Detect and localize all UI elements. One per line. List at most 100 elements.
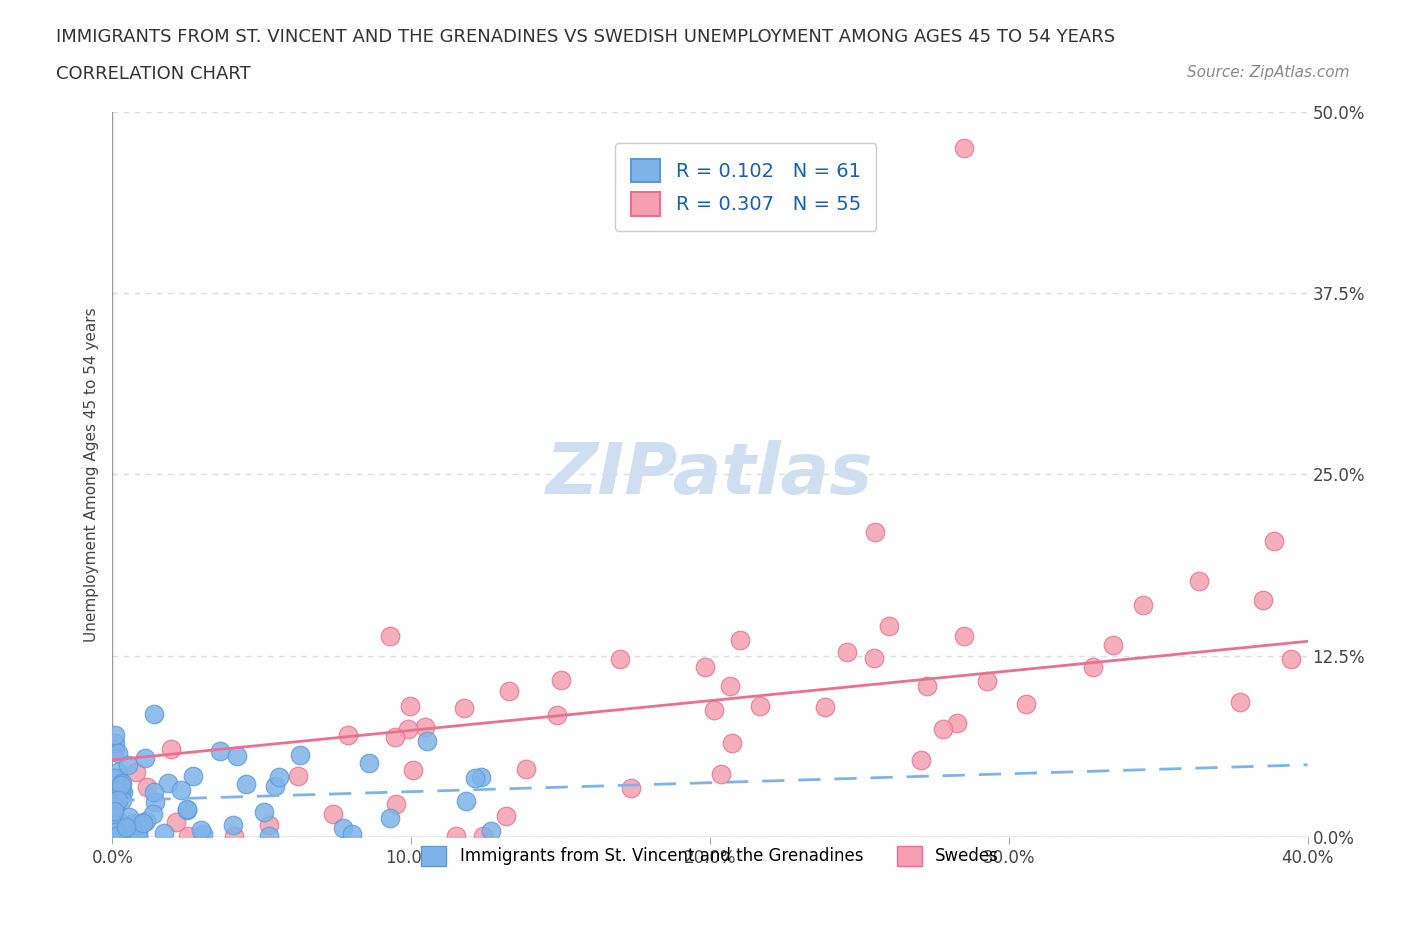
Point [127, 825, 149, 840]
Point [222, 817, 245, 832]
Point [453, 700, 475, 715]
Point [932, 722, 955, 737]
Point [257, 818, 280, 833]
Point [1081, 660, 1104, 675]
Point [104, 771, 127, 786]
Point [718, 679, 741, 694]
Point [357, 755, 380, 770]
Point [118, 827, 141, 842]
Point [170, 782, 193, 797]
Point [620, 780, 643, 795]
Point [112, 785, 135, 800]
Point [235, 777, 257, 791]
Point [107, 746, 129, 761]
Point [470, 770, 492, 785]
Point [103, 804, 125, 818]
Y-axis label: Unemployment Among Ages 45 to 54 years: Unemployment Among Ages 45 to 54 years [83, 307, 98, 642]
Point [1251, 593, 1274, 608]
Point [190, 822, 212, 837]
Point [1229, 694, 1251, 709]
Point [976, 673, 998, 688]
Point [479, 823, 502, 838]
Point [225, 749, 247, 764]
Point [115, 819, 138, 834]
Point [104, 800, 127, 815]
Point [385, 797, 408, 812]
Point [693, 660, 716, 675]
Point [446, 828, 468, 843]
Point [105, 828, 128, 843]
Point [336, 727, 359, 742]
Point [287, 769, 309, 784]
Point [259, 828, 281, 843]
Point [835, 644, 858, 659]
Point [127, 828, 149, 843]
Point [720, 736, 742, 751]
Point [953, 140, 976, 155]
Point [288, 748, 311, 763]
Point [378, 810, 401, 825]
Point [399, 698, 422, 713]
Point [176, 803, 198, 817]
Point [915, 679, 938, 694]
Point [142, 706, 165, 721]
Point [1015, 697, 1038, 711]
Point [104, 728, 127, 743]
Point [814, 699, 837, 714]
Point [269, 770, 291, 785]
Point [103, 821, 125, 836]
Point [862, 650, 884, 665]
Point [117, 757, 139, 772]
Text: Source: ZipAtlas.com: Source: ZipAtlas.com [1187, 65, 1350, 80]
Point [108, 824, 131, 839]
Point [456, 793, 478, 808]
Point [142, 806, 165, 821]
Point [136, 780, 159, 795]
Point [546, 708, 568, 723]
Point [953, 628, 976, 643]
Point [176, 802, 198, 817]
Point [108, 815, 131, 830]
Point [863, 525, 886, 539]
Point [748, 698, 770, 713]
Point [104, 742, 127, 757]
Text: IMMIGRANTS FROM ST. VINCENT AND THE GRENADINES VS SWEDISH UNEMPLOYMENT AMONG AGE: IMMIGRANTS FROM ST. VINCENT AND THE GREN… [56, 28, 1115, 46]
Point [340, 827, 363, 842]
Point [134, 751, 156, 765]
Point [877, 618, 900, 633]
Point [160, 741, 183, 756]
Point [322, 806, 344, 821]
Point [1188, 574, 1211, 589]
Point [332, 820, 354, 835]
Point [110, 776, 132, 790]
Point [222, 828, 245, 843]
Point [464, 771, 486, 786]
Point [107, 793, 129, 808]
Point [111, 792, 134, 807]
Point [413, 720, 436, 735]
Point [498, 684, 520, 698]
Point [495, 809, 517, 824]
Point [402, 763, 425, 777]
Point [946, 716, 969, 731]
Point [104, 825, 127, 840]
Point [396, 721, 419, 736]
Point [124, 764, 146, 779]
Point [609, 652, 631, 667]
Point [1263, 533, 1285, 548]
Point [384, 730, 406, 745]
Point [263, 778, 285, 793]
Point [703, 702, 725, 717]
Point [107, 764, 129, 779]
Point [728, 632, 751, 647]
Point [135, 814, 157, 829]
Point [122, 816, 145, 830]
Point [416, 733, 439, 748]
Point [117, 827, 139, 842]
Point [910, 752, 932, 767]
Point [181, 768, 204, 783]
Point [209, 743, 232, 758]
Point [177, 828, 200, 843]
Point [104, 736, 127, 751]
Point [1102, 637, 1125, 652]
